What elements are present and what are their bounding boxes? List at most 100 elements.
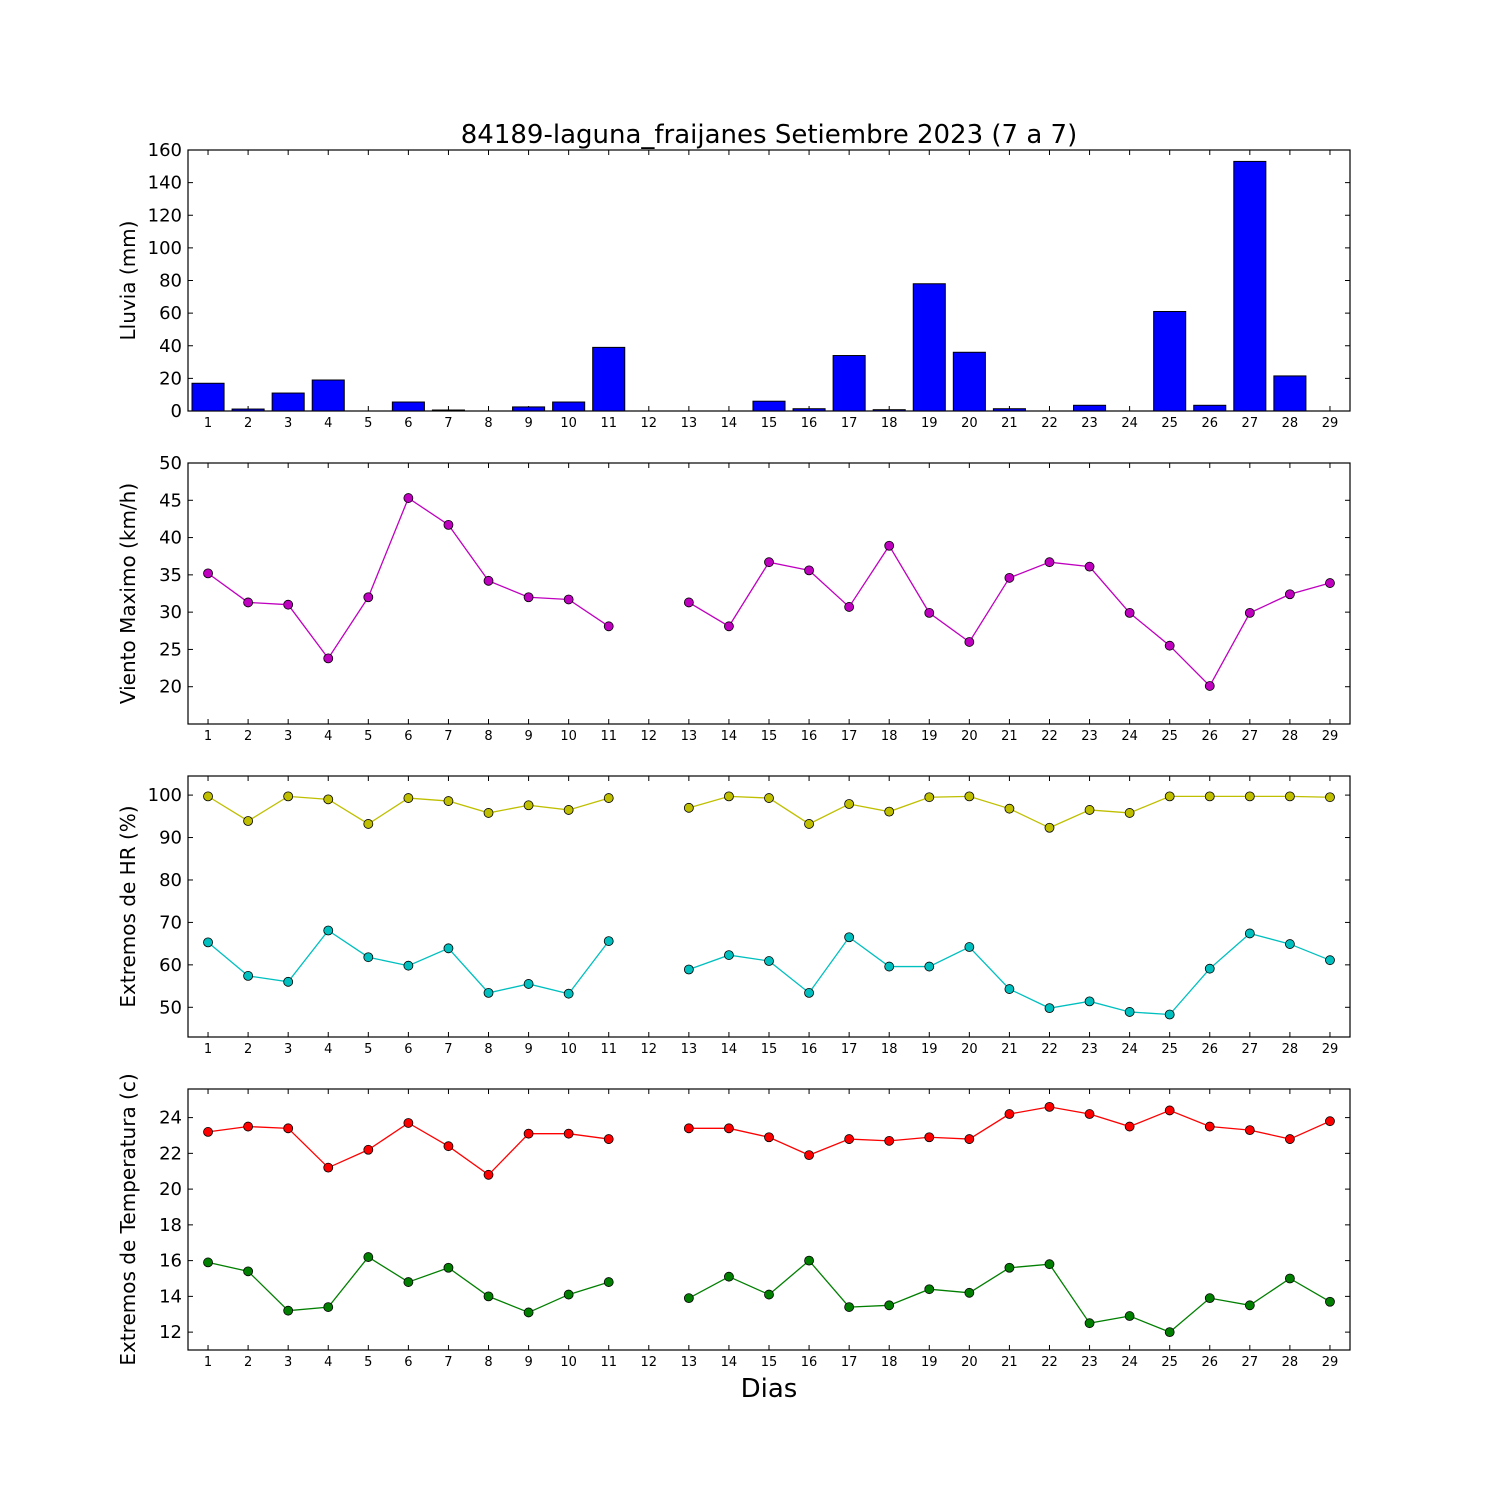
x-tick-label: 9 — [524, 416, 532, 431]
data-point — [363, 952, 374, 963]
data-point — [523, 979, 534, 989]
data-point — [443, 943, 454, 954]
x-tick-label: 6 — [404, 1355, 412, 1370]
data-point — [884, 540, 895, 551]
rain-bar — [592, 346, 626, 412]
x-tick-label: 21 — [1001, 1355, 1018, 1370]
data-point — [924, 1132, 935, 1143]
data-point — [844, 799, 855, 809]
data-point — [924, 1284, 935, 1295]
x-axis-label: Dias — [741, 1374, 798, 1404]
data-point — [1325, 1116, 1335, 1127]
data-point — [363, 1252, 374, 1262]
x-tick-label: 16 — [801, 416, 818, 431]
rain-bar — [872, 409, 906, 412]
data-point — [203, 568, 213, 579]
x-tick-label: 12 — [641, 416, 658, 431]
data-point — [403, 1277, 414, 1287]
rain-bar — [231, 408, 265, 412]
x-tick-label: 14 — [721, 1042, 738, 1057]
y-tick-label: 90 — [159, 828, 182, 849]
data-point — [1325, 955, 1335, 966]
x-tick-label: 19 — [921, 416, 938, 431]
data-point — [403, 960, 414, 971]
data-point — [1204, 1293, 1215, 1304]
rain-bar — [391, 401, 425, 412]
data-point — [1004, 984, 1015, 994]
x-tick-label: 1 — [204, 1355, 212, 1370]
data-point — [964, 1134, 975, 1144]
y-tick-label: 140 — [148, 173, 182, 194]
data-point — [683, 1123, 694, 1134]
data-point — [443, 519, 454, 530]
data-point — [323, 925, 334, 936]
x-tick-label: 27 — [1242, 416, 1259, 431]
data-point — [924, 607, 935, 618]
x-tick-label: 25 — [1161, 1042, 1178, 1057]
y-tick-label: 25 — [159, 639, 182, 660]
data-point — [724, 791, 734, 802]
rain-bar — [1273, 375, 1307, 412]
x-tick-label: 2 — [244, 729, 252, 744]
data-point — [964, 637, 975, 647]
data-point — [323, 653, 334, 664]
x-tick-label: 12 — [641, 1042, 658, 1057]
y-tick-label: 16 — [159, 1251, 182, 1272]
x-tick-label: 4 — [324, 416, 332, 431]
x-tick-label: 26 — [1201, 1355, 1218, 1370]
x-tick-label: 20 — [961, 1042, 978, 1057]
x-tick-label: 16 — [801, 729, 818, 744]
x-tick-label: 24 — [1121, 729, 1138, 744]
x-tick-label: 5 — [364, 416, 372, 431]
data-point — [1124, 808, 1135, 818]
x-tick-label: 26 — [1201, 1042, 1218, 1057]
x-tick-label: 7 — [444, 1042, 452, 1057]
x-tick-label: 23 — [1081, 729, 1098, 744]
y-tick-label: 45 — [159, 490, 182, 511]
x-tick-label: 1 — [204, 416, 212, 431]
data-point — [1204, 681, 1215, 691]
data-point — [283, 1123, 294, 1134]
data-point — [1284, 939, 1295, 949]
data-point — [523, 1128, 534, 1139]
y-tick-label: 60 — [159, 955, 182, 976]
x-tick-label: 17 — [841, 1355, 858, 1370]
x-tick-label: 22 — [1041, 416, 1058, 431]
data-point — [1325, 578, 1335, 588]
data-point — [1084, 805, 1095, 815]
y-tick-label: 80 — [159, 870, 182, 891]
x-tick-label: 9 — [524, 1355, 532, 1370]
data-point — [523, 592, 534, 603]
data-point — [403, 793, 414, 803]
x-tick-label: 2 — [244, 1355, 252, 1370]
x-tick-label: 21 — [1001, 729, 1018, 744]
x-tick-label: 3 — [284, 729, 292, 744]
x-tick-label: 14 — [721, 1355, 738, 1370]
y-tick-label: 14 — [159, 1286, 182, 1307]
x-tick-label: 8 — [484, 1355, 492, 1370]
y-tick-label: 50 — [159, 997, 182, 1018]
data-point — [1084, 561, 1095, 572]
data-point — [603, 1277, 614, 1287]
x-tick-label: 15 — [761, 729, 778, 744]
data-point — [804, 987, 814, 998]
x-tick-label: 8 — [484, 1042, 492, 1057]
x-tick-label: 24 — [1121, 416, 1138, 431]
x-tick-label: 11 — [600, 1355, 617, 1370]
data-point — [683, 802, 694, 813]
data-point — [1164, 1009, 1175, 1020]
data-point — [483, 987, 494, 998]
chart-title: 84189-laguna_fraijanes Setiembre 2023 (7… — [461, 120, 1077, 150]
data-point — [1164, 1327, 1175, 1338]
data-point — [283, 1305, 294, 1316]
x-tick-label: 17 — [841, 1042, 858, 1057]
y-tick-label: 20 — [159, 1179, 182, 1200]
y-tick-label: 100 — [148, 238, 182, 259]
x-tick-label: 12 — [641, 729, 658, 744]
x-tick-label: 16 — [801, 1042, 818, 1057]
data-point — [443, 1141, 454, 1152]
data-point — [1004, 803, 1015, 814]
